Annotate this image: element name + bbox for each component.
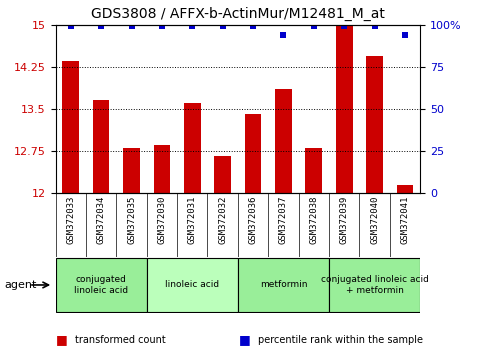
Text: GSM372037: GSM372037 [279,195,288,244]
Title: GDS3808 / AFFX-b-ActinMur/M12481_M_at: GDS3808 / AFFX-b-ActinMur/M12481_M_at [91,7,385,21]
Bar [154,145,170,193]
Point [371,24,379,29]
Bar [147,258,238,312]
Text: conjugated
linoleic acid: conjugated linoleic acid [74,275,128,295]
Text: GSM372032: GSM372032 [218,195,227,244]
Text: metformin: metformin [260,280,307,290]
Bar [245,114,261,193]
Point [401,32,409,38]
Text: linoleic acid: linoleic acid [165,280,219,290]
Text: GSM372034: GSM372034 [97,195,106,244]
Bar [329,258,420,312]
Point [67,24,74,29]
Text: GSM372038: GSM372038 [309,195,318,244]
Bar [275,89,292,193]
Text: GSM372030: GSM372030 [157,195,167,244]
Bar [214,156,231,193]
Text: GSM372033: GSM372033 [66,195,75,244]
Text: GSM372040: GSM372040 [370,195,379,244]
Text: agent: agent [5,280,37,290]
Point [249,24,257,29]
Bar [184,103,200,193]
Bar [305,148,322,193]
Point [188,24,196,29]
Text: GSM372036: GSM372036 [249,195,257,244]
Point [128,24,135,29]
Bar [336,26,353,193]
Bar [397,184,413,193]
Text: transformed count: transformed count [75,335,166,345]
Point [97,24,105,29]
Point [280,32,287,38]
Text: ■: ■ [56,333,67,346]
Text: percentile rank within the sample: percentile rank within the sample [258,335,424,345]
Text: GSM372031: GSM372031 [188,195,197,244]
Text: ■: ■ [239,333,251,346]
Text: GSM372041: GSM372041 [400,195,410,244]
Text: GSM372035: GSM372035 [127,195,136,244]
Point [341,24,348,29]
Bar [93,101,110,193]
Text: GSM372039: GSM372039 [340,195,349,244]
Bar [123,148,140,193]
Bar [366,56,383,193]
Bar [238,258,329,312]
Point [158,24,166,29]
Point [219,24,227,29]
Point [310,24,318,29]
Text: conjugated linoleic acid
+ metformin: conjugated linoleic acid + metformin [321,275,428,295]
Bar [62,61,79,193]
Bar [56,258,147,312]
